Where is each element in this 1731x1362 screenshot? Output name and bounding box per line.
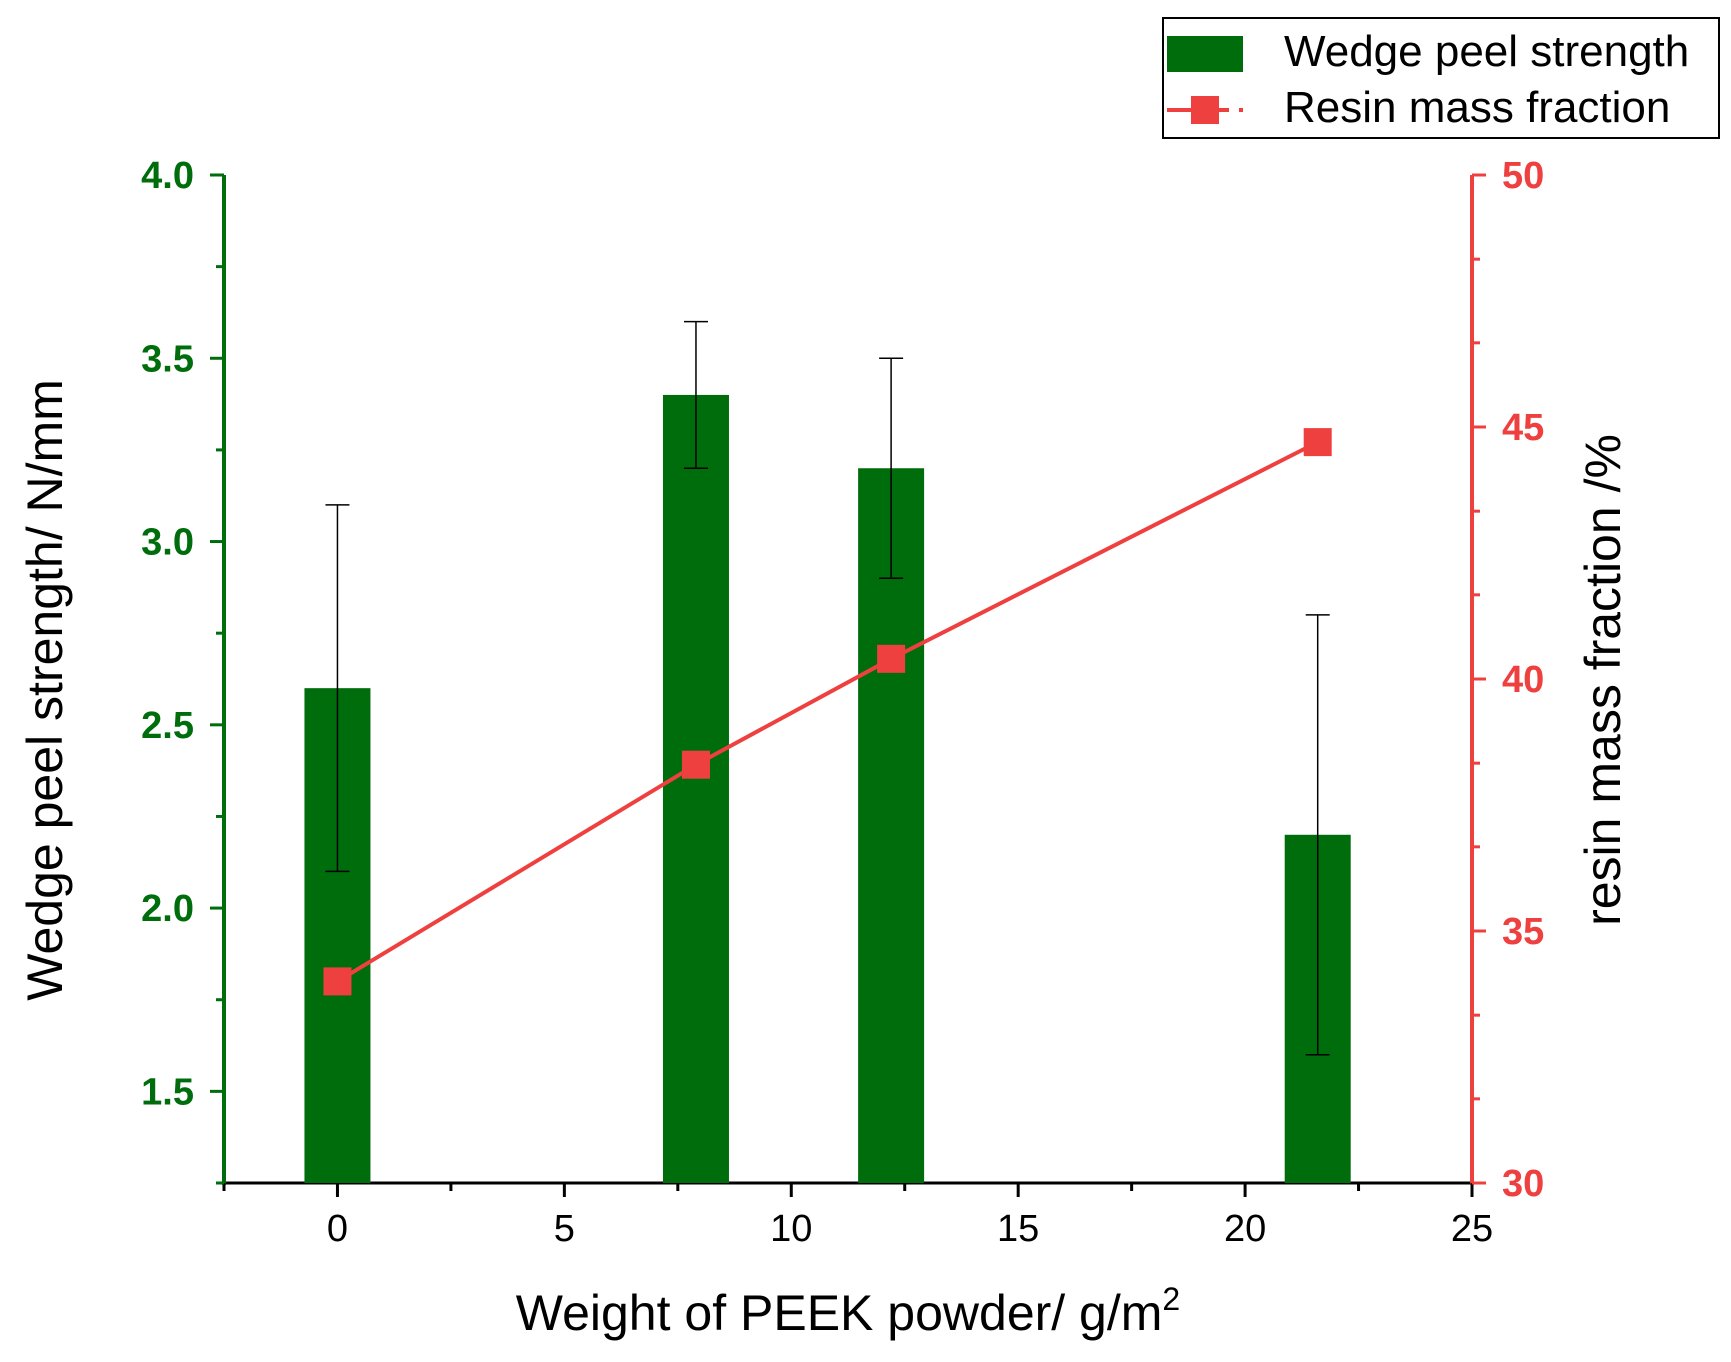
left-tick-label-2.0: 2.0 — [141, 888, 194, 930]
legend-label-wedge-peel-strength: Wedge peel strength — [1284, 27, 1689, 76]
resin-line-group — [323, 428, 1332, 996]
right-tick-label-35: 35 — [1502, 911, 1544, 953]
resin-point-1 — [681, 750, 710, 779]
x-axis-title: Weight of PEEK powder/ g/m2 — [516, 1281, 1180, 1341]
legend-line-marker — [1191, 96, 1219, 124]
left-tick-label-3.0: 3.0 — [141, 522, 194, 564]
right-tick-label-40: 40 — [1502, 659, 1544, 701]
legend-bar-swatch — [1167, 36, 1243, 72]
resin-point-3 — [1303, 428, 1332, 457]
x-tick-label-20: 20 — [1224, 1208, 1266, 1250]
left-tick-label-2.5: 2.5 — [141, 705, 194, 747]
right-tick-label-45: 45 — [1502, 407, 1544, 449]
legend: Wedge peel strength Resin mass fraction — [1162, 17, 1720, 139]
right-ticks-group: 30 35 40 45 50 — [1472, 155, 1544, 1205]
bar-1 — [662, 394, 729, 1184]
x-axis-title-main: Weight of PEEK powder/ g/m — [516, 1285, 1163, 1341]
resin-point-0 — [323, 967, 352, 996]
right-y-axis-title: resin mass fraction /% — [1575, 434, 1631, 926]
resin-point-2 — [877, 644, 906, 673]
x-ticks-group: 0 5 10 15 20 25 — [222, 1183, 1493, 1250]
legend-label-resin-mass-fraction: Resin mass fraction — [1284, 83, 1670, 132]
left-y-axis-title: Wedge peel strength/ N/mm — [17, 379, 73, 1001]
legend-box — [1162, 17, 1720, 139]
bars-group — [304, 394, 1351, 1184]
left-tick-label-1.5: 1.5 — [141, 1071, 194, 1113]
right-tick-label-50: 50 — [1502, 155, 1544, 197]
x-tick-label-5: 5 — [554, 1208, 575, 1250]
x-tick-label-15: 15 — [997, 1208, 1039, 1250]
left-tick-label-4.0: 4.0 — [141, 155, 194, 197]
right-tick-label-30: 30 — [1502, 1163, 1544, 1205]
bar-2 — [858, 468, 925, 1184]
resin-line — [336, 440, 1319, 984]
x-tick-label-0: 0 — [327, 1208, 348, 1250]
x-tick-label-25: 25 — [1451, 1208, 1493, 1250]
left-ticks-group: 1.5 2.0 2.5 3.0 3.5 4.0 — [141, 155, 224, 1185]
x-axis-title-superscript: 2 — [1162, 1281, 1180, 1317]
error-bars-group — [325, 320, 1330, 1056]
x-tick-label-10: 10 — [770, 1208, 812, 1250]
left-tick-label-3.5: 3.5 — [141, 338, 194, 380]
